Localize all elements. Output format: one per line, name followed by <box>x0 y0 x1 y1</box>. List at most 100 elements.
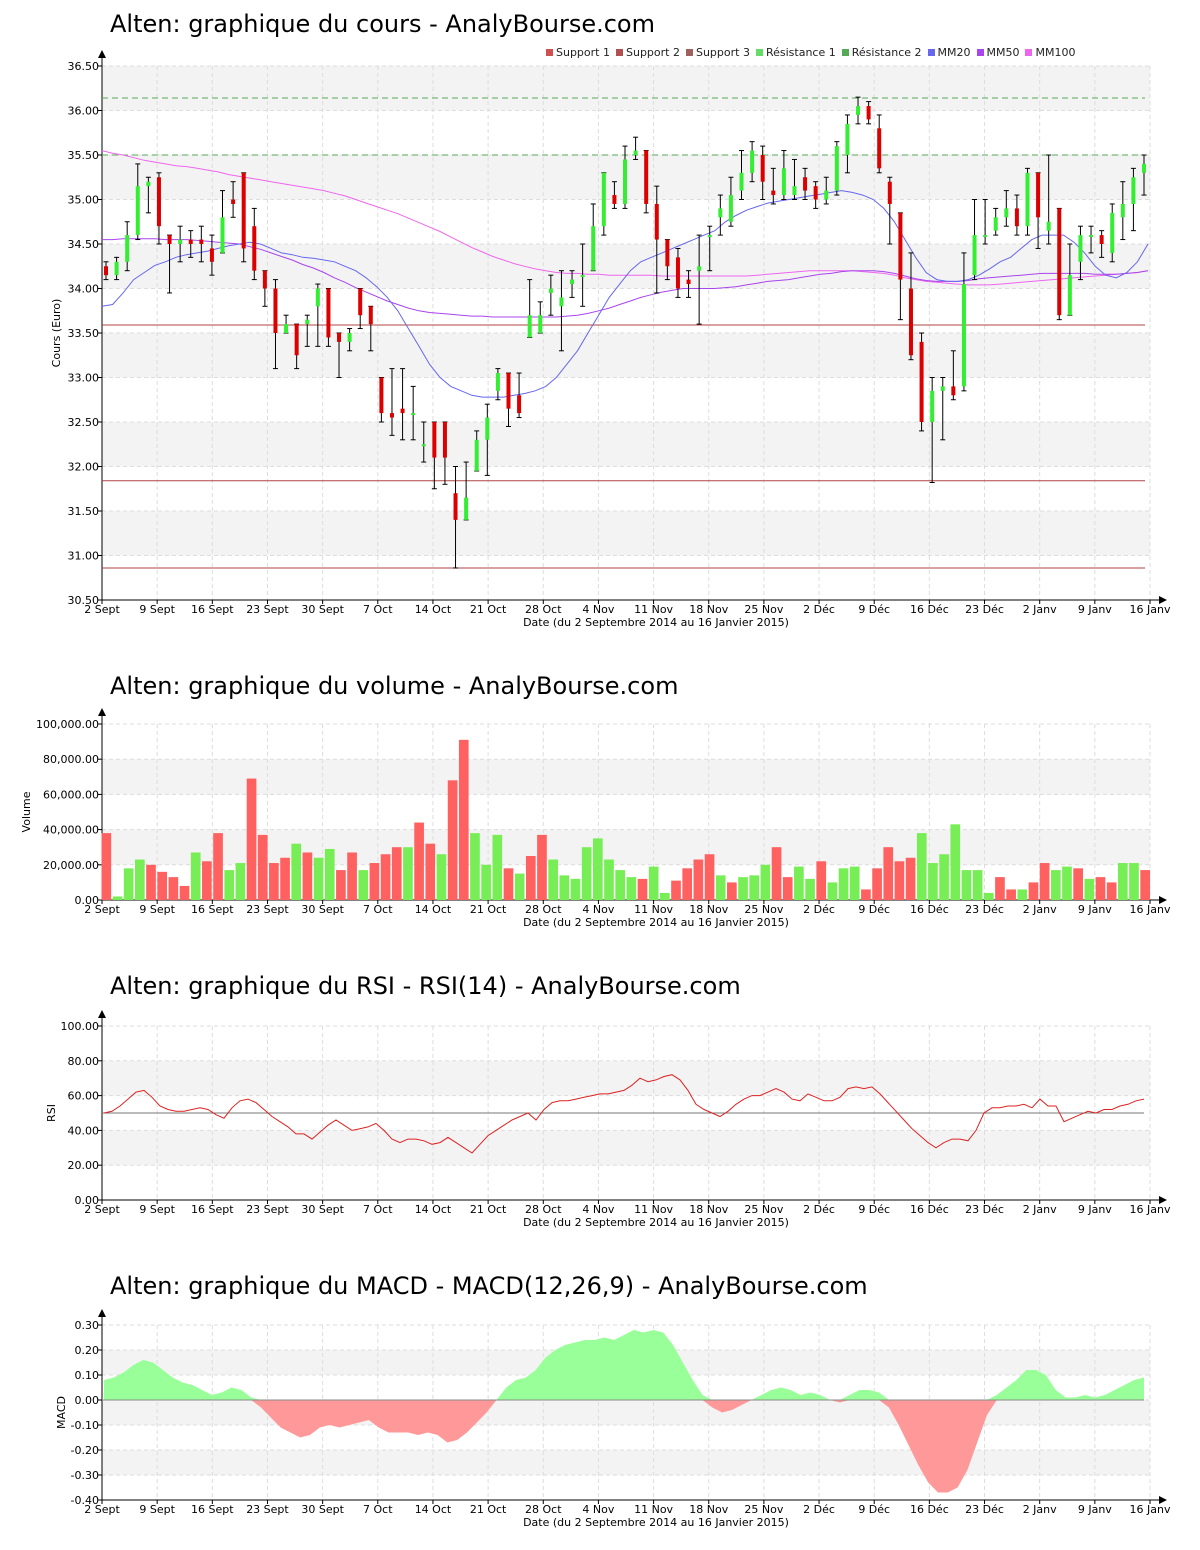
x-tick-label: 2 Déc <box>803 1503 835 1516</box>
candle-body <box>1025 172 1030 227</box>
y-tick-label: 0.20 <box>75 1344 100 1357</box>
candle-body <box>898 212 903 280</box>
candle-body <box>1057 208 1062 316</box>
volume-chart-title: Alten: graphique du volume - AnalyBourse… <box>110 672 679 700</box>
candle-body <box>803 177 808 191</box>
volume-bar <box>458 739 469 900</box>
candle-body <box>972 235 977 276</box>
volume-bar <box>235 863 246 900</box>
volume-bar <box>559 875 570 900</box>
candle-body <box>919 341 924 422</box>
candle-body <box>908 288 913 356</box>
legend-item: Support 2 <box>615 46 680 59</box>
volume-bar <box>481 864 491 900</box>
volume-bar <box>671 880 681 900</box>
legend-swatch <box>976 49 984 56</box>
volume-bar <box>1050 870 1061 900</box>
candle-body <box>813 186 818 200</box>
volume-bar <box>503 868 514 900</box>
x-tick-label: 21 Oct <box>470 1503 507 1516</box>
candle-body <box>114 261 119 276</box>
volume-bar <box>682 868 693 900</box>
volume-bar <box>358 870 369 900</box>
y-axis-label: Cours (Euro) <box>50 299 63 368</box>
candle-body <box>548 288 553 293</box>
candle-body <box>1046 221 1051 231</box>
candle-body <box>146 181 151 187</box>
candle-body <box>368 306 373 325</box>
volume-bar <box>492 834 503 900</box>
x-tick-label: 7 Oct <box>363 1503 393 1516</box>
x-tick-label: 7 Oct <box>363 603 393 616</box>
candle-body <box>199 239 204 244</box>
candle-body <box>273 288 278 333</box>
volume-bar <box>224 870 235 900</box>
volume-bar <box>827 882 838 900</box>
y-tick-label: -0.30 <box>71 1469 99 1482</box>
y-tick-label: 35.50 <box>68 149 100 162</box>
candle-body <box>1014 208 1019 227</box>
x-tick-label: 16 Déc <box>910 1203 949 1216</box>
x-tick-label: 4 Nov <box>582 1203 614 1216</box>
x-tick-label: 2 Sept <box>84 1203 120 1216</box>
volume-bar <box>380 854 391 900</box>
volume-bar <box>1084 878 1095 900</box>
candle-body <box>930 390 935 422</box>
x-tick-label: 9 Sept <box>139 1503 175 1516</box>
candle-body <box>686 279 691 285</box>
candle-body <box>675 257 680 289</box>
y-tick-label: 36.50 <box>68 60 100 73</box>
volume-bar <box>738 877 748 900</box>
volume-bar <box>604 859 614 900</box>
background-band <box>102 829 1150 865</box>
legend-item: MM100 <box>1025 46 1075 59</box>
x-tick-label: 2 Janv <box>1023 903 1057 916</box>
volume-chart: 0.00 20,000.00 40,000.00 60,000.00 80,000.00… <box>20 708 1171 929</box>
y-tick-label: 33.50 <box>68 327 100 340</box>
volume-bar <box>883 847 894 900</box>
volume-bar <box>916 833 927 900</box>
volume-bar <box>749 875 760 900</box>
volume-bar <box>336 870 346 900</box>
volume-bar <box>548 859 558 900</box>
x-tick-label: 2 Déc <box>803 1203 835 1216</box>
x-tick-label: 14 Oct <box>415 1203 452 1216</box>
x-tick-label: 23 Sept <box>246 1203 289 1216</box>
volume-bar <box>1039 863 1050 900</box>
candle-body <box>1089 235 1094 238</box>
volume-bar <box>961 870 972 900</box>
candle-body <box>728 195 733 222</box>
x-tick-label: 25 Nov <box>744 1503 783 1516</box>
volume-bar <box>570 878 581 900</box>
candle-body <box>495 373 500 391</box>
volume-bar <box>838 868 849 900</box>
x-tick-label: 21 Oct <box>470 603 507 616</box>
candle-body <box>739 172 744 191</box>
candle-body <box>1036 172 1041 218</box>
macd-chart: -0.40 -0.30 -0.20 -0.10 0.00 0.10 0.20 0.30 2 Se… <box>55 1309 1171 1529</box>
volume-bar <box>168 877 179 900</box>
y-tick-label: 60.00 <box>68 1090 100 1103</box>
candle-body <box>1004 208 1009 218</box>
x-tick-label: 23 Déc <box>965 1503 1004 1516</box>
legend-item: Support 3 <box>685 46 750 59</box>
volume-bar <box>123 868 134 900</box>
x-tick-label: 9 Déc <box>858 903 890 916</box>
candle-body <box>167 235 172 244</box>
volume-bar <box>1117 863 1128 900</box>
x-tick-label: 23 Sept <box>246 903 289 916</box>
legend-swatch <box>755 49 763 56</box>
volume-bar <box>805 878 815 900</box>
volume-bar <box>615 870 625 900</box>
y-tick-label: 36.00 <box>68 105 100 118</box>
x-tick-label: 9 Janv <box>1078 1203 1112 1216</box>
legend-label: MM50 <box>986 46 1020 59</box>
macd-chart-title: Alten: graphique du MACD - MACD(12,26,9)… <box>110 1272 868 1300</box>
volume-bar <box>637 878 648 900</box>
volume-bar <box>849 866 860 900</box>
candle-body <box>601 172 606 227</box>
volume-bar <box>514 873 525 900</box>
candle-body <box>750 150 755 173</box>
candle-body <box>527 315 532 338</box>
volume-bar <box>983 892 994 900</box>
